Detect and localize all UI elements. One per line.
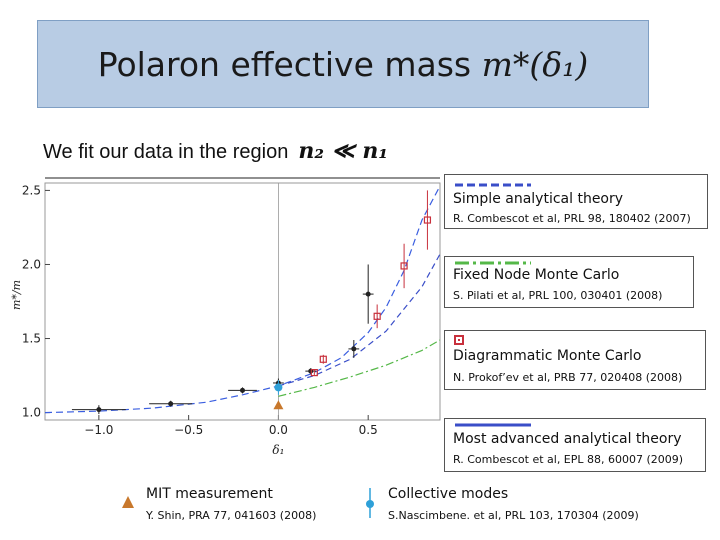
title-banner: Polaron effective mass m*(δ₁) (37, 20, 649, 108)
subtitle-math: n₂ ≪ n₁ (298, 138, 388, 164)
triangle-marker-icon (122, 496, 134, 508)
title-math: m*(δ₁) (481, 45, 589, 84)
y-tick-label: 2.0 (22, 257, 41, 271)
plot-frame (44, 182, 441, 421)
data-point-black (365, 291, 371, 297)
footer-collective-name: Collective modes (388, 486, 509, 502)
data-point-black (240, 387, 245, 393)
legend-simple-analytical: Simple analytical theory R. Combescot et… (444, 174, 708, 229)
x-tick-label: −0.5 (174, 423, 203, 437)
x-axis-label: δ₁ (272, 443, 284, 457)
data-point-diagrammatic (423, 216, 432, 224)
y-axis-label: m*/m (10, 280, 23, 310)
legend-fixed-node-ref: S. Pilati et al, PRL 100, 030401 (2008) (453, 289, 663, 302)
circle-errorbar-marker-icon (366, 488, 374, 518)
y-tick-label: 2.5 (22, 183, 41, 197)
x-tick-label: −1.0 (84, 423, 113, 437)
footer-mit-name: MIT measurement (146, 486, 273, 502)
legend-fixed-node-name: Fixed Node Monte Carlo (453, 267, 620, 283)
data-point-mit (273, 400, 284, 410)
data-point-black (96, 407, 102, 413)
red-square-icon (454, 335, 464, 345)
data-point-diagrammatic (400, 262, 408, 270)
dashdot-line-icon (455, 261, 531, 265)
legend-advanced-ref: R. Combescot et al, EPL 88, 60007 (2009) (453, 453, 684, 466)
legend-diagrammatic: Diagrammatic Monte Carlo N. Prokof’ev et… (444, 330, 706, 390)
y-tick-label: 1.5 (22, 332, 41, 346)
slide-subtitle: We fit our data in the region n₂ ≪ n₁ (43, 138, 388, 164)
data-point-black (168, 401, 174, 407)
footer-collective-ref: S.Nascimbene. et al, PRL 103, 170304 (20… (388, 509, 639, 522)
legend-advanced-name: Most advanced analytical theory (453, 431, 682, 447)
legend-diagrammatic-ref: N. Prokof’ev et al, PRB 77, 020408 (2008… (453, 371, 683, 384)
data-point-diagrammatic (319, 355, 327, 363)
legend-simple-ref: R. Combescot et al, PRL 98, 180402 (2007… (453, 212, 691, 225)
data-point-collective (274, 383, 283, 392)
legend-simple-name: Simple analytical theory (453, 191, 624, 207)
footer-mit-ref: Y. Shin, PRA 77, 041603 (2008) (146, 509, 317, 522)
y-tick-label: 1.0 (22, 406, 41, 420)
data-point-diagrammatic (310, 369, 318, 377)
x-tick-label: 0.5 (359, 423, 378, 437)
legend-fixed-node: Fixed Node Monte Carlo S. Pilati et al, … (444, 256, 694, 308)
data-point-black (351, 346, 357, 352)
effective-mass-chart: −1.0 −0.5 0.0 0.5 1.0 1.5 2.0 2.5 δ₁ m*/m (10, 177, 441, 457)
data-point-diagrammatic (373, 312, 381, 320)
fit-curve (44, 185, 441, 414)
fit-curve (278, 253, 441, 387)
x-tick-label: 0.0 (269, 423, 288, 437)
solid-line-icon (455, 423, 531, 427)
legend-diagrammatic-name: Diagrammatic Monte Carlo (453, 348, 642, 364)
legend-most-advanced: Most advanced analytical theory R. Combe… (444, 418, 706, 472)
dash-line-icon (455, 183, 531, 187)
slide-title: Polaron effective mass m*(δ₁) (97, 45, 589, 84)
